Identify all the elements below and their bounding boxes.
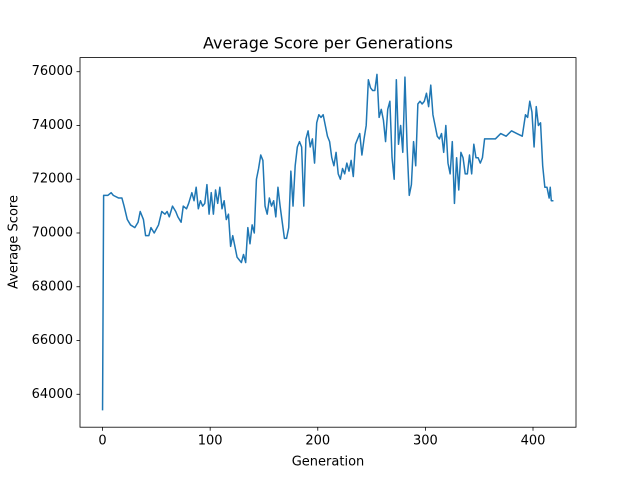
x-tick-label: 400 [521, 434, 546, 449]
plot-frame [79, 57, 577, 428]
y-axis-label: Average Score [7, 195, 22, 289]
y-tick-label: 68000 [32, 279, 73, 294]
x-tick-label: 200 [305, 434, 330, 449]
x-tick-label: 0 [98, 434, 106, 449]
chart-title: Average Score per Generations [203, 34, 453, 53]
y-tick-label: 70000 [32, 225, 73, 240]
x-tick-label: 300 [413, 434, 438, 449]
y-tick-label: 64000 [32, 387, 73, 402]
y-tick-label: 66000 [32, 333, 73, 348]
y-tick-label: 74000 [32, 118, 73, 133]
x-tick-label: 100 [198, 434, 223, 449]
x-axis-label: Generation [292, 455, 365, 470]
y-tick-label: 72000 [32, 172, 73, 187]
data-line [101, 73, 554, 411]
y-tick-label: 76000 [32, 64, 73, 79]
